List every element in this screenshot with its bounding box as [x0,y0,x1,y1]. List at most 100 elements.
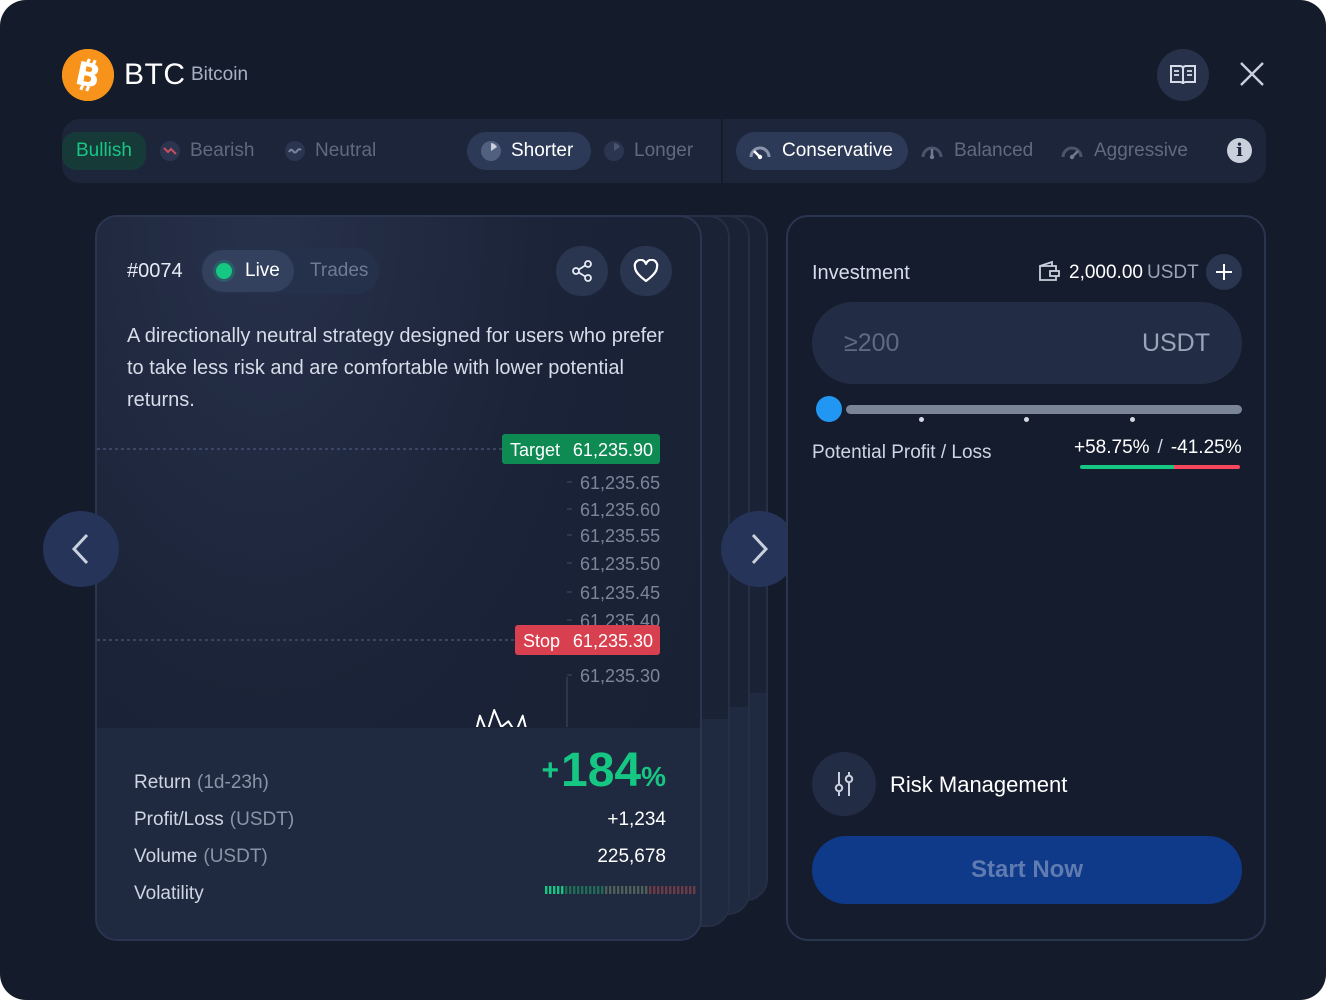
filter-longer[interactable]: Longer [604,132,693,170]
pnl-label: Profit/Loss (USDT) [134,809,294,831]
pnl-separator: / [1157,437,1163,458]
stop-label: Stop [523,631,560,651]
filter-divider [721,119,723,183]
investment-amount-input[interactable] [844,324,1104,362]
filter-bearish[interactable]: Bearish [160,132,254,170]
share-button[interactable] [556,246,608,296]
target-value: 61,235.90 [573,440,653,460]
price-line [475,709,527,727]
live-tab-label: Live [245,260,280,281]
risk-management-button[interactable] [812,752,876,816]
volatility-segment [601,886,604,894]
guide-button[interactable] [1157,49,1209,101]
volatility-segment [629,886,632,894]
volatility-segment [573,886,576,894]
add-funds-button[interactable] [1206,254,1242,290]
live-tab[interactable]: Live [202,250,294,292]
return-label: Return (1d-23h) [134,772,269,794]
volatility-segment [685,886,688,894]
volatility-segment [689,886,692,894]
info-icon[interactable]: i [1227,138,1252,163]
sliders-icon [834,772,854,796]
wallet-balance: 2,000.00 USDT [1069,262,1199,284]
volatility-segment [669,886,672,894]
y-tick-label: 61,235.65 [580,473,660,493]
heart-icon [633,259,659,283]
filter-conservative[interactable]: Conservative [736,132,908,170]
investment-slider[interactable] [812,395,1242,423]
gauge-mid-icon [921,146,943,160]
filter-shorter-label: Shorter [511,140,574,161]
live-indicator-icon [216,263,232,279]
y-tick-label: 61,235.45 [580,583,660,603]
volatility-segment [625,886,628,894]
volatility-segment [589,886,592,894]
filter-aggressive-label: Aggressive [1094,140,1188,161]
volatility-segment [557,886,560,894]
volatility-segment [561,886,564,894]
wave-icon [285,141,305,161]
clock-icon [604,141,624,161]
clock-icon [481,141,501,161]
potential-profit: +58.75% [1074,437,1150,458]
volatility-meter [545,886,696,894]
volume-label-text: Volume [134,846,198,867]
filter-bullish[interactable]: Bullish [62,132,146,170]
strategy-card: #0074 Live Trades A directionally neutra… [95,215,702,941]
pnl-unit: (USDT) [229,809,295,830]
price-chart: 61,235.65 61,235.60 61,235.55 61,235.50 61,2… [97,434,660,727]
volatility-segment [673,886,676,894]
return-value: +184% [541,743,666,798]
balance-unit: USDT [1146,262,1199,283]
volume-label: Volume (USDT) [134,846,268,868]
slider-tick[interactable] [1024,417,1029,422]
return-period: (1d-23h) [197,772,269,793]
favorite-button[interactable] [620,246,672,296]
volatility-segment [605,886,608,894]
volatility-segment [681,886,684,894]
slider-tick[interactable] [1130,417,1135,422]
pnl-ratio-bar [1080,465,1240,469]
potential-pnl-values: +58.75% / -41.25% [1074,437,1242,459]
filter-aggressive[interactable]: Aggressive [1060,132,1188,170]
filter-balanced[interactable]: Balanced [920,132,1033,170]
plus-icon [1216,264,1232,280]
slider-tick[interactable] [919,417,924,422]
volatility-segment [653,886,656,894]
volatility-segment [609,886,612,894]
volatility-segment [581,886,584,894]
close-button[interactable] [1232,54,1272,94]
start-now-button[interactable]: Start Now [812,836,1242,904]
volatility-segment [613,886,616,894]
gauge-low-icon [749,146,771,160]
pnl-loss-fill [1174,465,1240,469]
y-tick-label: 61,235.55 [580,526,660,546]
next-strategy-button[interactable] [721,511,797,587]
target-label-box [502,434,660,464]
filter-shorter[interactable]: Shorter [467,132,591,170]
volatility-segment [657,886,660,894]
slider-thumb[interactable] [816,396,842,422]
filter-bullish-label: Bullish [76,140,132,161]
volatility-segment [545,886,548,894]
trend-down-icon [160,141,180,161]
volatility-segment [565,886,568,894]
volatility-segment [677,886,680,894]
strategy-stats: Return (1d-23h) +184% Profit/Loss (USDT) +… [97,728,700,939]
filter-longer-label: Longer [634,140,694,161]
book-icon [1170,65,1196,85]
slider-track[interactable] [846,405,1242,422]
strategy-description: A directionally neutral strategy designe… [127,325,664,411]
investment-amount-field: USDT [812,302,1242,384]
volatility-segment [585,886,588,894]
filter-neutral[interactable]: Neutral [285,132,376,170]
trades-tab[interactable]: Trades [310,260,369,281]
potential-loss: -41.25% [1170,437,1242,458]
risk-management-label[interactable]: Risk Management [890,772,1068,797]
volume-value: 225,678 [597,846,666,867]
volatility-segment [569,886,572,894]
volatility-segment [621,886,624,894]
previous-strategy-button[interactable] [43,511,119,587]
